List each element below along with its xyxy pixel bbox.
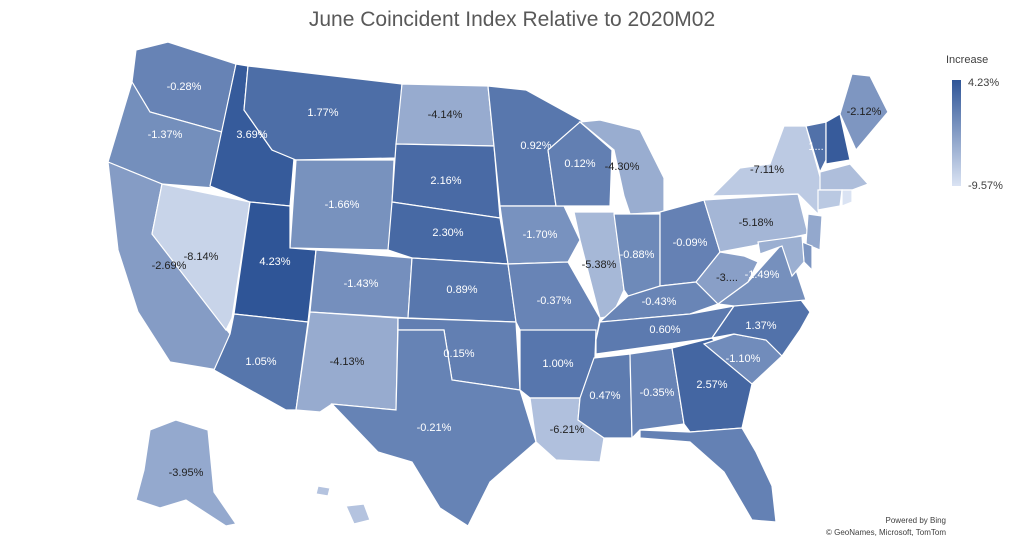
- state-ri[interactable]: [841, 189, 853, 207]
- attribution-powered-by: Powered by Bing: [885, 516, 946, 525]
- state-nv[interactable]: [151, 183, 251, 332]
- state-value-label-ok: 0.15%: [443, 348, 474, 360]
- state-shapes: [107, 41, 889, 527]
- state-value-label-ar: 1.00%: [542, 358, 573, 370]
- state-hi[interactable]: [315, 485, 371, 525]
- state-value-label-ms: 0.47%: [589, 390, 620, 402]
- state-value-label-wa: -0.28%: [167, 81, 202, 93]
- state-md[interactable]: [757, 235, 805, 278]
- state-value-label-oh: -0.09%: [673, 237, 708, 249]
- state-value-label-nm: -4.13%: [330, 356, 365, 368]
- state-value-label-ne: 2.30%: [432, 227, 463, 239]
- state-tx[interactable]: [330, 329, 537, 527]
- state-nh[interactable]: [825, 113, 851, 165]
- map-title: June Coincident Index Relative to 2020M0…: [308, 8, 716, 31]
- state-value-label-il: -5.38%: [582, 259, 617, 271]
- state-nj[interactable]: [805, 213, 823, 251]
- state-value-label-ut: 4.23%: [259, 256, 290, 268]
- state-value-label-mt: 1.77%: [307, 107, 338, 119]
- state-value-label-ia: -1.70%: [523, 229, 558, 241]
- legend-max-label: 4.23%: [968, 77, 1000, 89]
- state-value-label-ca: -2.69%: [152, 260, 187, 272]
- state-ak[interactable]: [135, 419, 238, 527]
- state-value-label-va: -1.49%: [745, 269, 780, 281]
- state-me[interactable]: [839, 73, 889, 152]
- state-value-label-mn: 0.92%: [520, 140, 551, 152]
- state-value-labels: -0.28% -1.37% -2.69%-8.14% 3.69% 1.77% -1.66%…: [148, 81, 882, 481]
- legend-color-scale: [952, 80, 961, 186]
- state-value-label-mo: -0.37%: [537, 295, 572, 307]
- state-value-label-id: 3.69%: [236, 129, 267, 141]
- state-value-label-sc: -1.10%: [726, 353, 761, 365]
- state-value-label-ga: 2.57%: [696, 379, 727, 391]
- state-value-label-nv: -8.14%: [184, 251, 219, 263]
- state-value-label-co: -1.43%: [344, 278, 379, 290]
- state-value-label-in: -0.88%: [620, 249, 655, 261]
- state-value-label-ky: -0.43%: [642, 296, 677, 308]
- state-value-label-tn: 0.60%: [649, 324, 680, 336]
- state-value-label-fl: -0.0...: [694, 469, 722, 481]
- state-al[interactable]: [629, 347, 685, 440]
- state-value-label-pa: -5.18%: [739, 217, 774, 229]
- state-ia[interactable]: [499, 205, 581, 265]
- state-value-label-or: -1.37%: [148, 129, 183, 141]
- state-fl[interactable]: [639, 427, 777, 523]
- state-value-label-la: -6.21%: [550, 424, 585, 436]
- state-value-label-mi: -4.30%: [605, 161, 640, 173]
- state-value-label-tx: -0.21%: [417, 422, 452, 434]
- legend-min-label: -9.57%: [968, 180, 1003, 192]
- state-ma[interactable]: [819, 163, 870, 191]
- state-value-label-ak: -3.95%: [169, 467, 204, 479]
- state-value-label-sd: 2.16%: [430, 175, 461, 187]
- state-value-label-wv: -3....: [716, 272, 738, 284]
- attribution-sources: © GeoNames, Microsoft, TomTom: [826, 528, 946, 537]
- legend-title: Increase: [946, 54, 989, 66]
- state-value-label-nc: 1.37%: [745, 320, 776, 332]
- state-value-label-az: 1.05%: [245, 356, 276, 368]
- state-value-label-nd: -4.14%: [428, 109, 463, 121]
- state-value-label-wi: 0.12%: [564, 158, 595, 170]
- state-value-label-ks: 0.89%: [446, 284, 477, 296]
- state-value-label-vt: 1...: [808, 141, 823, 153]
- state-value-label-me: -2.12%: [847, 106, 882, 118]
- state-value-label-ny: -7.11%: [750, 164, 784, 176]
- state-value-label-wy: -1.66%: [325, 199, 360, 211]
- state-value-label-al: -0.35%: [640, 387, 675, 399]
- state-ct[interactable]: [817, 189, 843, 211]
